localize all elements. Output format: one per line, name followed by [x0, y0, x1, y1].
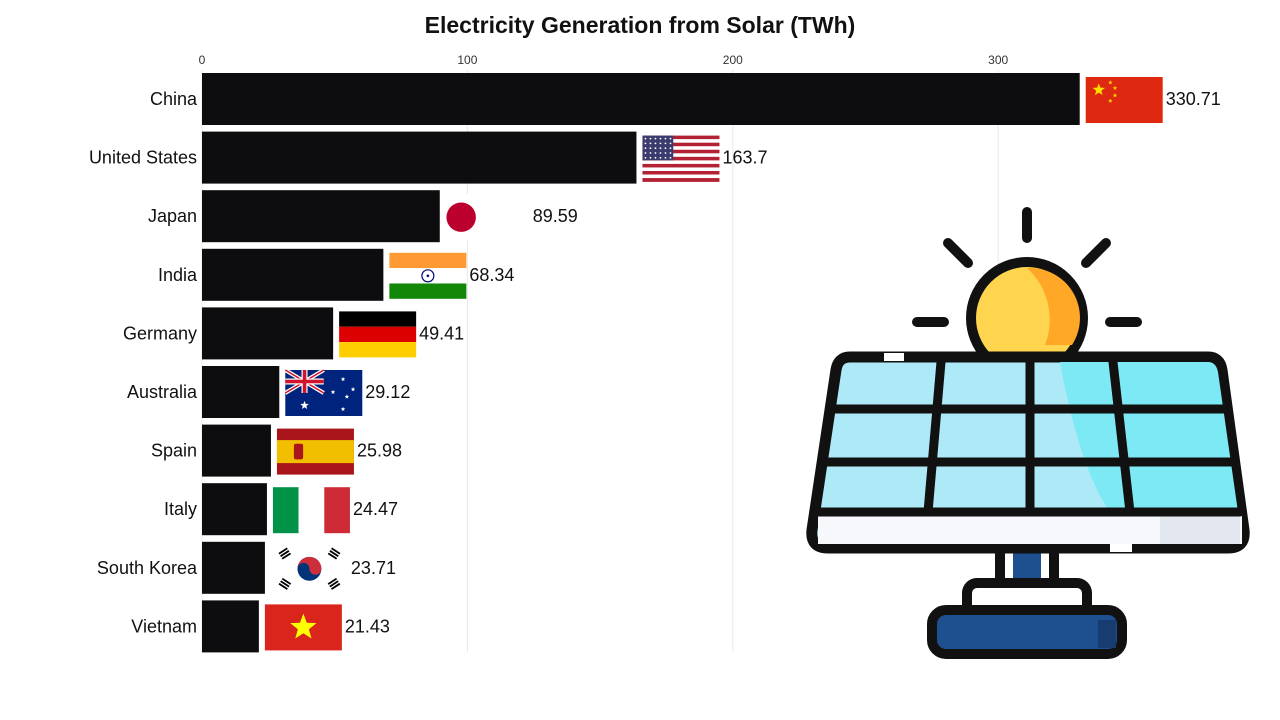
value-label: 49.41 — [419, 323, 464, 343]
category-label: South Korea — [97, 558, 198, 578]
bar-row: Italy 24.47 — [164, 483, 398, 536]
x-axis-ticks: 0 100 200 300 — [199, 53, 1009, 67]
value-label: 25.98 — [357, 441, 402, 461]
solar-panel-sun-icon — [806, 207, 1250, 659]
category-label: Spain — [151, 441, 197, 461]
category-label: Germany — [123, 323, 197, 343]
bar — [202, 541, 265, 594]
value-label: 89.59 — [533, 206, 578, 226]
usa-flag-icon — [642, 135, 720, 182]
bar-row: United States 163.7 — [89, 131, 768, 184]
bar — [202, 483, 267, 536]
bar — [202, 366, 280, 418]
bar — [202, 190, 440, 243]
value-label: 163.7 — [722, 148, 767, 168]
bar — [202, 307, 334, 360]
vietnam-flag-icon — [264, 604, 342, 651]
category-label: Vietnam — [131, 616, 197, 636]
value-label: 29.12 — [365, 382, 410, 402]
bar — [202, 424, 271, 477]
x-tick-label: 100 — [457, 53, 477, 67]
bar — [202, 131, 637, 184]
bar-row: Spain 25.98 — [151, 424, 402, 477]
india-flag-icon — [389, 252, 467, 299]
bars: China 330.71 United States 163.7 Japan 89.59 I… — [89, 73, 1221, 653]
chart-title: Electricity Generation from Solar (TWh) — [425, 12, 856, 38]
category-label: Australia — [127, 382, 198, 402]
spain-flag-icon — [276, 428, 354, 475]
bar-row: South Korea 23.71 — [97, 541, 396, 594]
value-label: 23.71 — [351, 558, 396, 578]
australia-flag-icon — [284, 368, 363, 416]
germany-flag-icon — [339, 311, 417, 358]
japan-flag-icon — [445, 194, 523, 241]
value-label: 24.47 — [353, 499, 398, 519]
bar-row: Australia 29.12 — [127, 366, 410, 418]
x-tick-label: 200 — [723, 53, 743, 67]
x-tick-label: 300 — [988, 53, 1008, 67]
bar — [202, 600, 259, 653]
bar-row: Vietnam 21.43 — [131, 600, 390, 653]
italy-flag-icon — [272, 487, 350, 534]
south-korea-flag-icon — [270, 545, 348, 592]
bar-row: China 330.71 — [150, 73, 1221, 125]
bar-row: Germany 49.41 — [123, 307, 464, 360]
category-label: Italy — [164, 499, 197, 519]
value-label: 21.43 — [345, 616, 390, 636]
bar — [202, 248, 384, 301]
category-label: United States — [89, 148, 197, 168]
bar-row: India 68.34 — [158, 248, 514, 301]
value-label: 68.34 — [469, 265, 514, 285]
x-tick-label: 0 — [199, 53, 206, 67]
category-label: China — [150, 89, 198, 109]
value-label: 330.71 — [1166, 89, 1221, 109]
category-label: Japan — [148, 206, 197, 226]
china-flag-icon — [1085, 77, 1163, 123]
category-label: India — [158, 265, 198, 285]
bar — [202, 73, 1080, 125]
bar-row: Japan 89.59 — [148, 190, 578, 243]
